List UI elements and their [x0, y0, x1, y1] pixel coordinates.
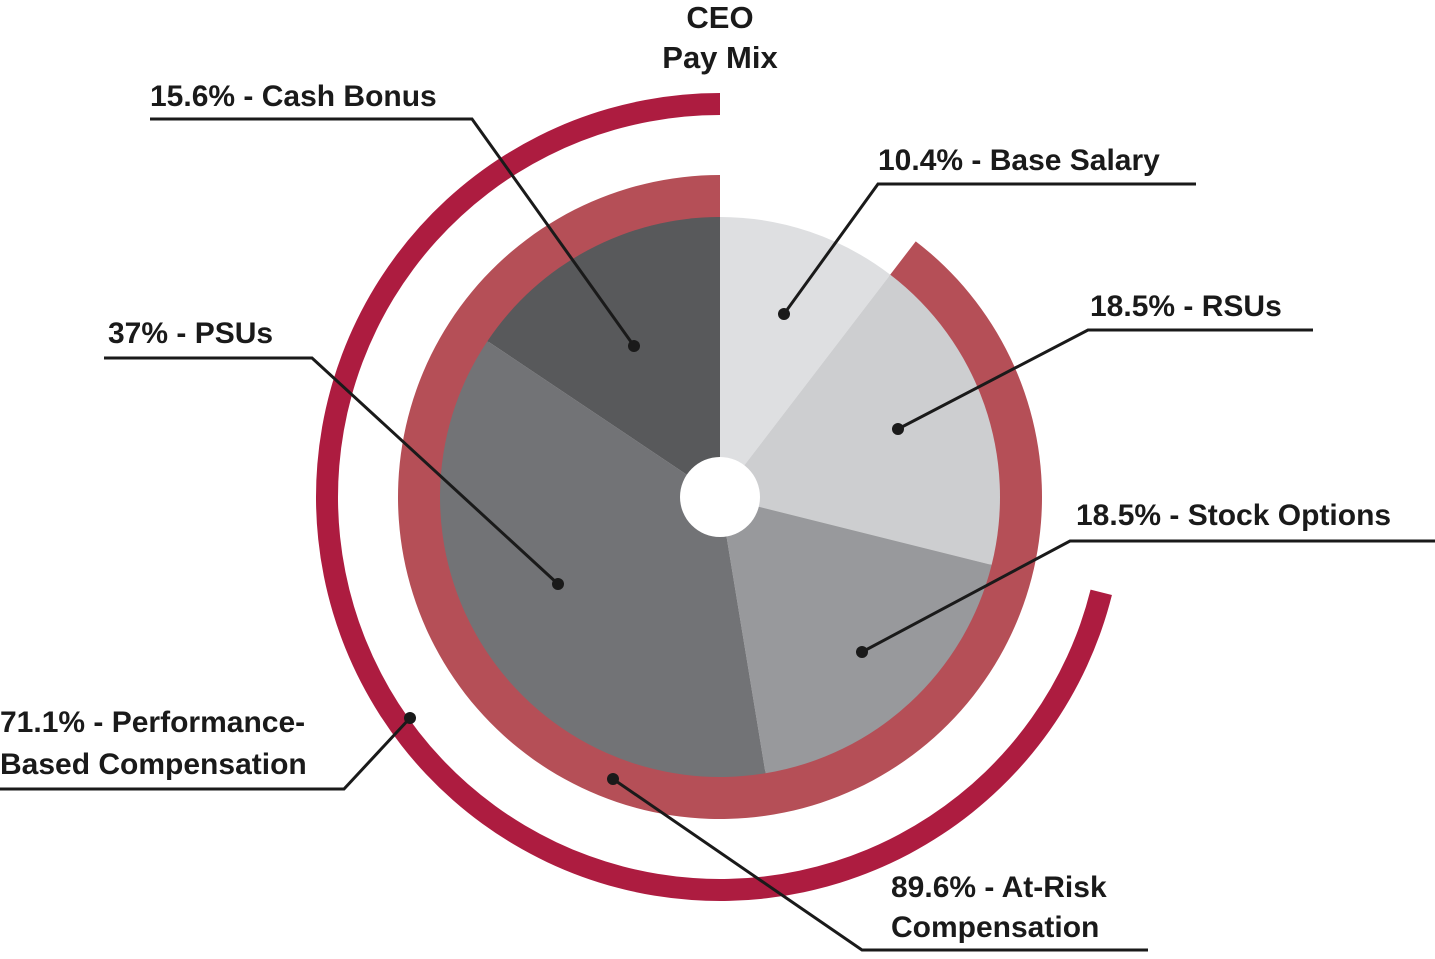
ring-label-at-risk-line-2: Compensation — [891, 911, 1099, 944]
slice-label-rsus: 18.5% - RSUs — [1090, 290, 1282, 323]
pie-slice-base-salary — [720, 217, 891, 497]
slice-label-stock-options: 18.5% - Stock Options — [1076, 499, 1391, 532]
leader-base-salary — [782, 182, 1196, 315]
pie-slice-cash-bonus — [487, 217, 720, 497]
leader-at-risk-dot — [607, 773, 619, 785]
center-hole — [680, 457, 760, 537]
leader-psus — [104, 356, 560, 586]
ring-label-performance-line-1: 71.1% - Performance- — [0, 706, 305, 739]
chart-title-line-2: Pay Mix — [662, 40, 778, 75]
chart-title-line-1: CEO — [686, 0, 753, 35]
slice-label-psus: 37% - PSUs — [108, 317, 273, 350]
pie-slice-stock-options — [720, 497, 992, 774]
pie-slice-rsus — [720, 274, 1001, 565]
leader-performance-based-dot — [404, 712, 416, 724]
leaders-layer — [0, 117, 1435, 952]
ring-labels: 89.6% - At-Risk Compensation 71.1% - Per… — [0, 706, 1107, 944]
leader-cash-bonus-dot — [628, 340, 640, 352]
leader-at-risk — [612, 777, 1148, 952]
leader-rsus-dot — [892, 423, 904, 435]
leader-psus-dot — [552, 578, 564, 590]
leader-performance-based — [0, 716, 412, 791]
leader-base-salary-dot — [778, 308, 790, 320]
leader-stock-options — [861, 539, 1435, 654]
slice-labels: 10.4% - Base Salary 18.5% - RSUs 18.5% -… — [108, 80, 1391, 532]
pie-slice-psus — [439, 341, 766, 778]
slices-layer — [439, 217, 1001, 778]
chart-title: CEO Pay Mix — [662, 0, 778, 75]
ring-label-performance-line-2: Based Compensation — [0, 748, 307, 781]
leader-stock-options-dot — [856, 646, 868, 658]
slice-label-cash-bonus: 15.6% - Cash Bonus — [150, 80, 437, 113]
ring-label-at-risk-line-1: 89.6% - At-Risk — [891, 871, 1107, 904]
leader-rsus — [897, 328, 1313, 431]
slice-label-base-salary: 10.4% - Base Salary — [878, 144, 1160, 177]
leader-cash-bonus — [150, 117, 636, 347]
